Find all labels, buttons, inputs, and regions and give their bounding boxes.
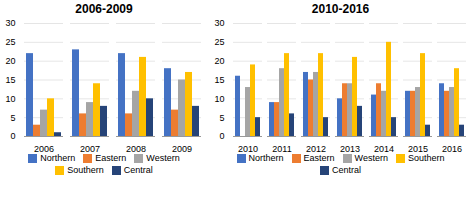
html-text:Western: Western [354, 153, 388, 163]
html-text:Northern: Northern [248, 153, 284, 163]
html-text:Western: Western [146, 153, 180, 163]
svg-text:20: 20 [5, 56, 15, 66]
html-text:Central: Central [332, 165, 361, 175]
svg-text:2011: 2011 [272, 144, 291, 152]
svg-text:2007: 2007 [80, 144, 100, 152]
html-text:Northern: Northern [40, 153, 76, 163]
html-text:Central: Central [123, 165, 153, 175]
svg-text:2010: 2010 [238, 144, 258, 152]
svg-text:2009: 2009 [172, 144, 192, 152]
svg-text:15: 15 [214, 75, 224, 85]
svg-text:2014: 2014 [374, 144, 394, 152]
svg-text:20: 20 [214, 56, 224, 66]
html-text:Eastern: Eastern [95, 153, 127, 163]
svg-text:30: 30 [5, 18, 15, 28]
svg-text:2012: 2012 [306, 144, 326, 152]
html-text:2006-2009: 2006-2009 [75, 2, 133, 16]
svg-text:0: 0 [219, 131, 224, 141]
svg-text:2006: 2006 [34, 144, 54, 152]
html-text:Southern: Southern [67, 165, 104, 175]
svg-text:15: 15 [5, 75, 15, 85]
svg-text:10: 10 [5, 94, 15, 104]
svg-text:2016: 2016 [442, 144, 462, 152]
svg-text:25: 25 [214, 37, 224, 47]
svg-text:5: 5 [219, 113, 224, 123]
svg-text:2013: 2013 [340, 144, 360, 152]
svg-text:30: 30 [214, 18, 224, 28]
html-text:2010-2016: 2010-2016 [311, 2, 370, 16]
html-text:Southern: Southern [407, 153, 445, 163]
svg-text:0: 0 [10, 131, 15, 141]
svg-text:5: 5 [10, 113, 15, 123]
svg-text:10: 10 [214, 94, 224, 104]
svg-text:25: 25 [5, 37, 15, 47]
html-text:Eastern: Eastern [303, 153, 335, 163]
svg-text:2015: 2015 [408, 144, 428, 152]
svg-text:2008: 2008 [126, 144, 146, 152]
